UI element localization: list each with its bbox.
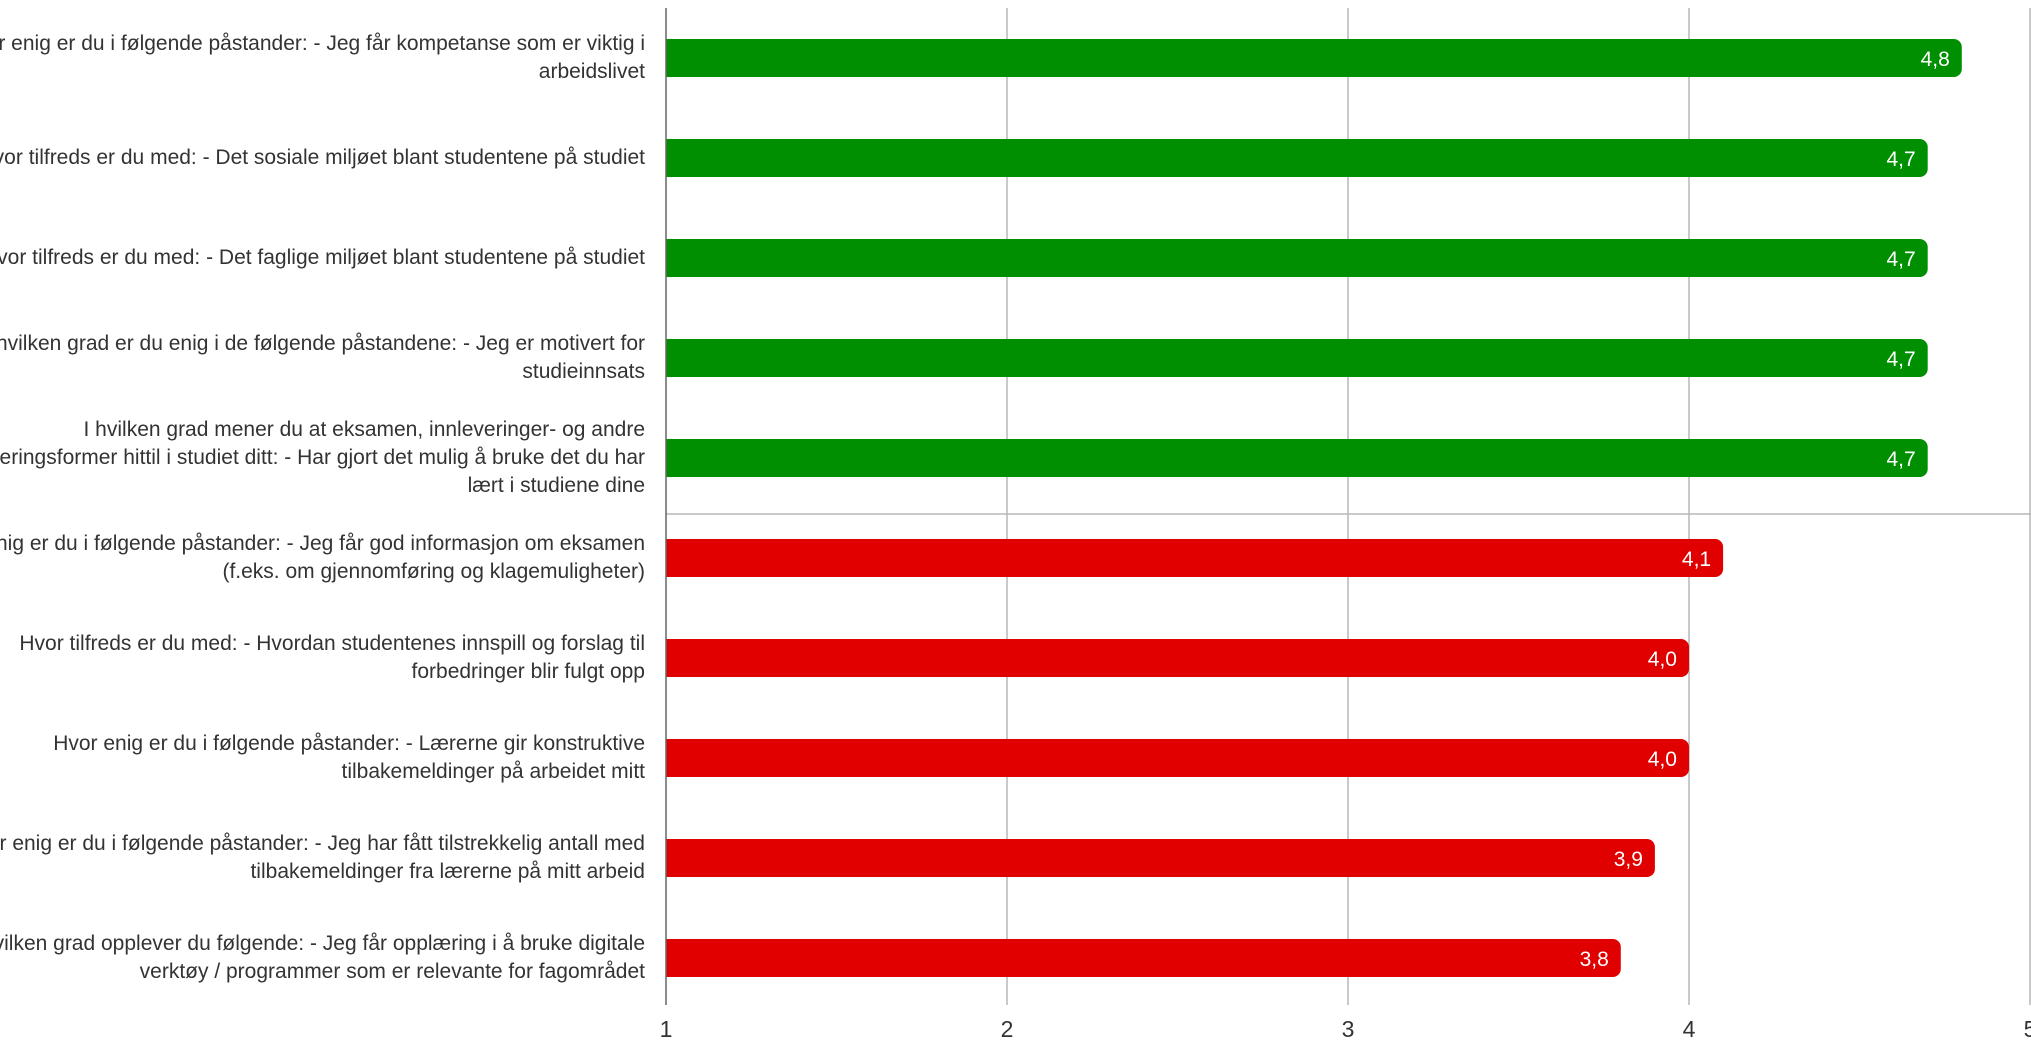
data-label: 4,7 [1886,348,1915,371]
category-label: Hvor enig er du i følgende påstander: - … [0,532,645,583]
category-label: I hvilken grad er du enig i de følgende … [0,332,645,383]
bar [666,439,1928,477]
bar-base [666,439,678,477]
category-label: Hvor tilfreds er du med: - Det faglige m… [0,246,645,269]
x-tick-label: 1 [660,1016,673,1039]
bar [666,539,1724,577]
category-label: Hvor enig er du i følgende påstander: - … [53,732,645,783]
bar-base [666,39,678,77]
x-tick-label: 2 [1001,1016,1014,1039]
bar [666,339,1928,377]
data-label: 4,0 [1648,648,1677,671]
data-label: 4,7 [1886,148,1915,171]
bar-base [666,239,678,277]
category-label: I hvilken grad opplever du følgende: - J… [0,932,645,983]
bar [666,39,1962,77]
bar-base [666,339,678,377]
data-label: 4,0 [1648,748,1677,771]
bar-base [666,539,678,577]
data-label: 4,1 [1682,548,1711,571]
x-tick-label: 5 [2024,1016,2031,1039]
data-label: 4,8 [1921,48,1950,71]
bar [666,639,1689,677]
bar [666,839,1655,877]
bar-base [666,139,678,177]
bar-base [666,839,678,877]
bar [666,739,1689,777]
category-label: Hvor tilfreds er du med: - Det sosiale m… [0,146,645,169]
bar-base [666,739,678,777]
category-label: Hvor tilfreds er du med: - Hvordan stude… [19,632,645,683]
data-label: 4,7 [1886,448,1915,471]
category-label: Hvor enig er du i følgende påstander: - … [0,32,645,83]
bar-base [666,639,678,677]
x-tick-label: 4 [1683,1016,1696,1039]
bar [666,939,1621,977]
bar [666,239,1928,277]
x-tick-label: 3 [1342,1016,1355,1039]
category-label: Hvor enig er du i følgende påstander: - … [0,832,645,883]
category-label: I hvilken grad mener du at eksamen, innl… [0,418,645,497]
data-label: 4,7 [1886,248,1915,271]
data-label: 3,8 [1580,948,1609,971]
bar [666,139,1928,177]
data-label: 3,9 [1614,848,1643,871]
bar-base [666,939,678,977]
